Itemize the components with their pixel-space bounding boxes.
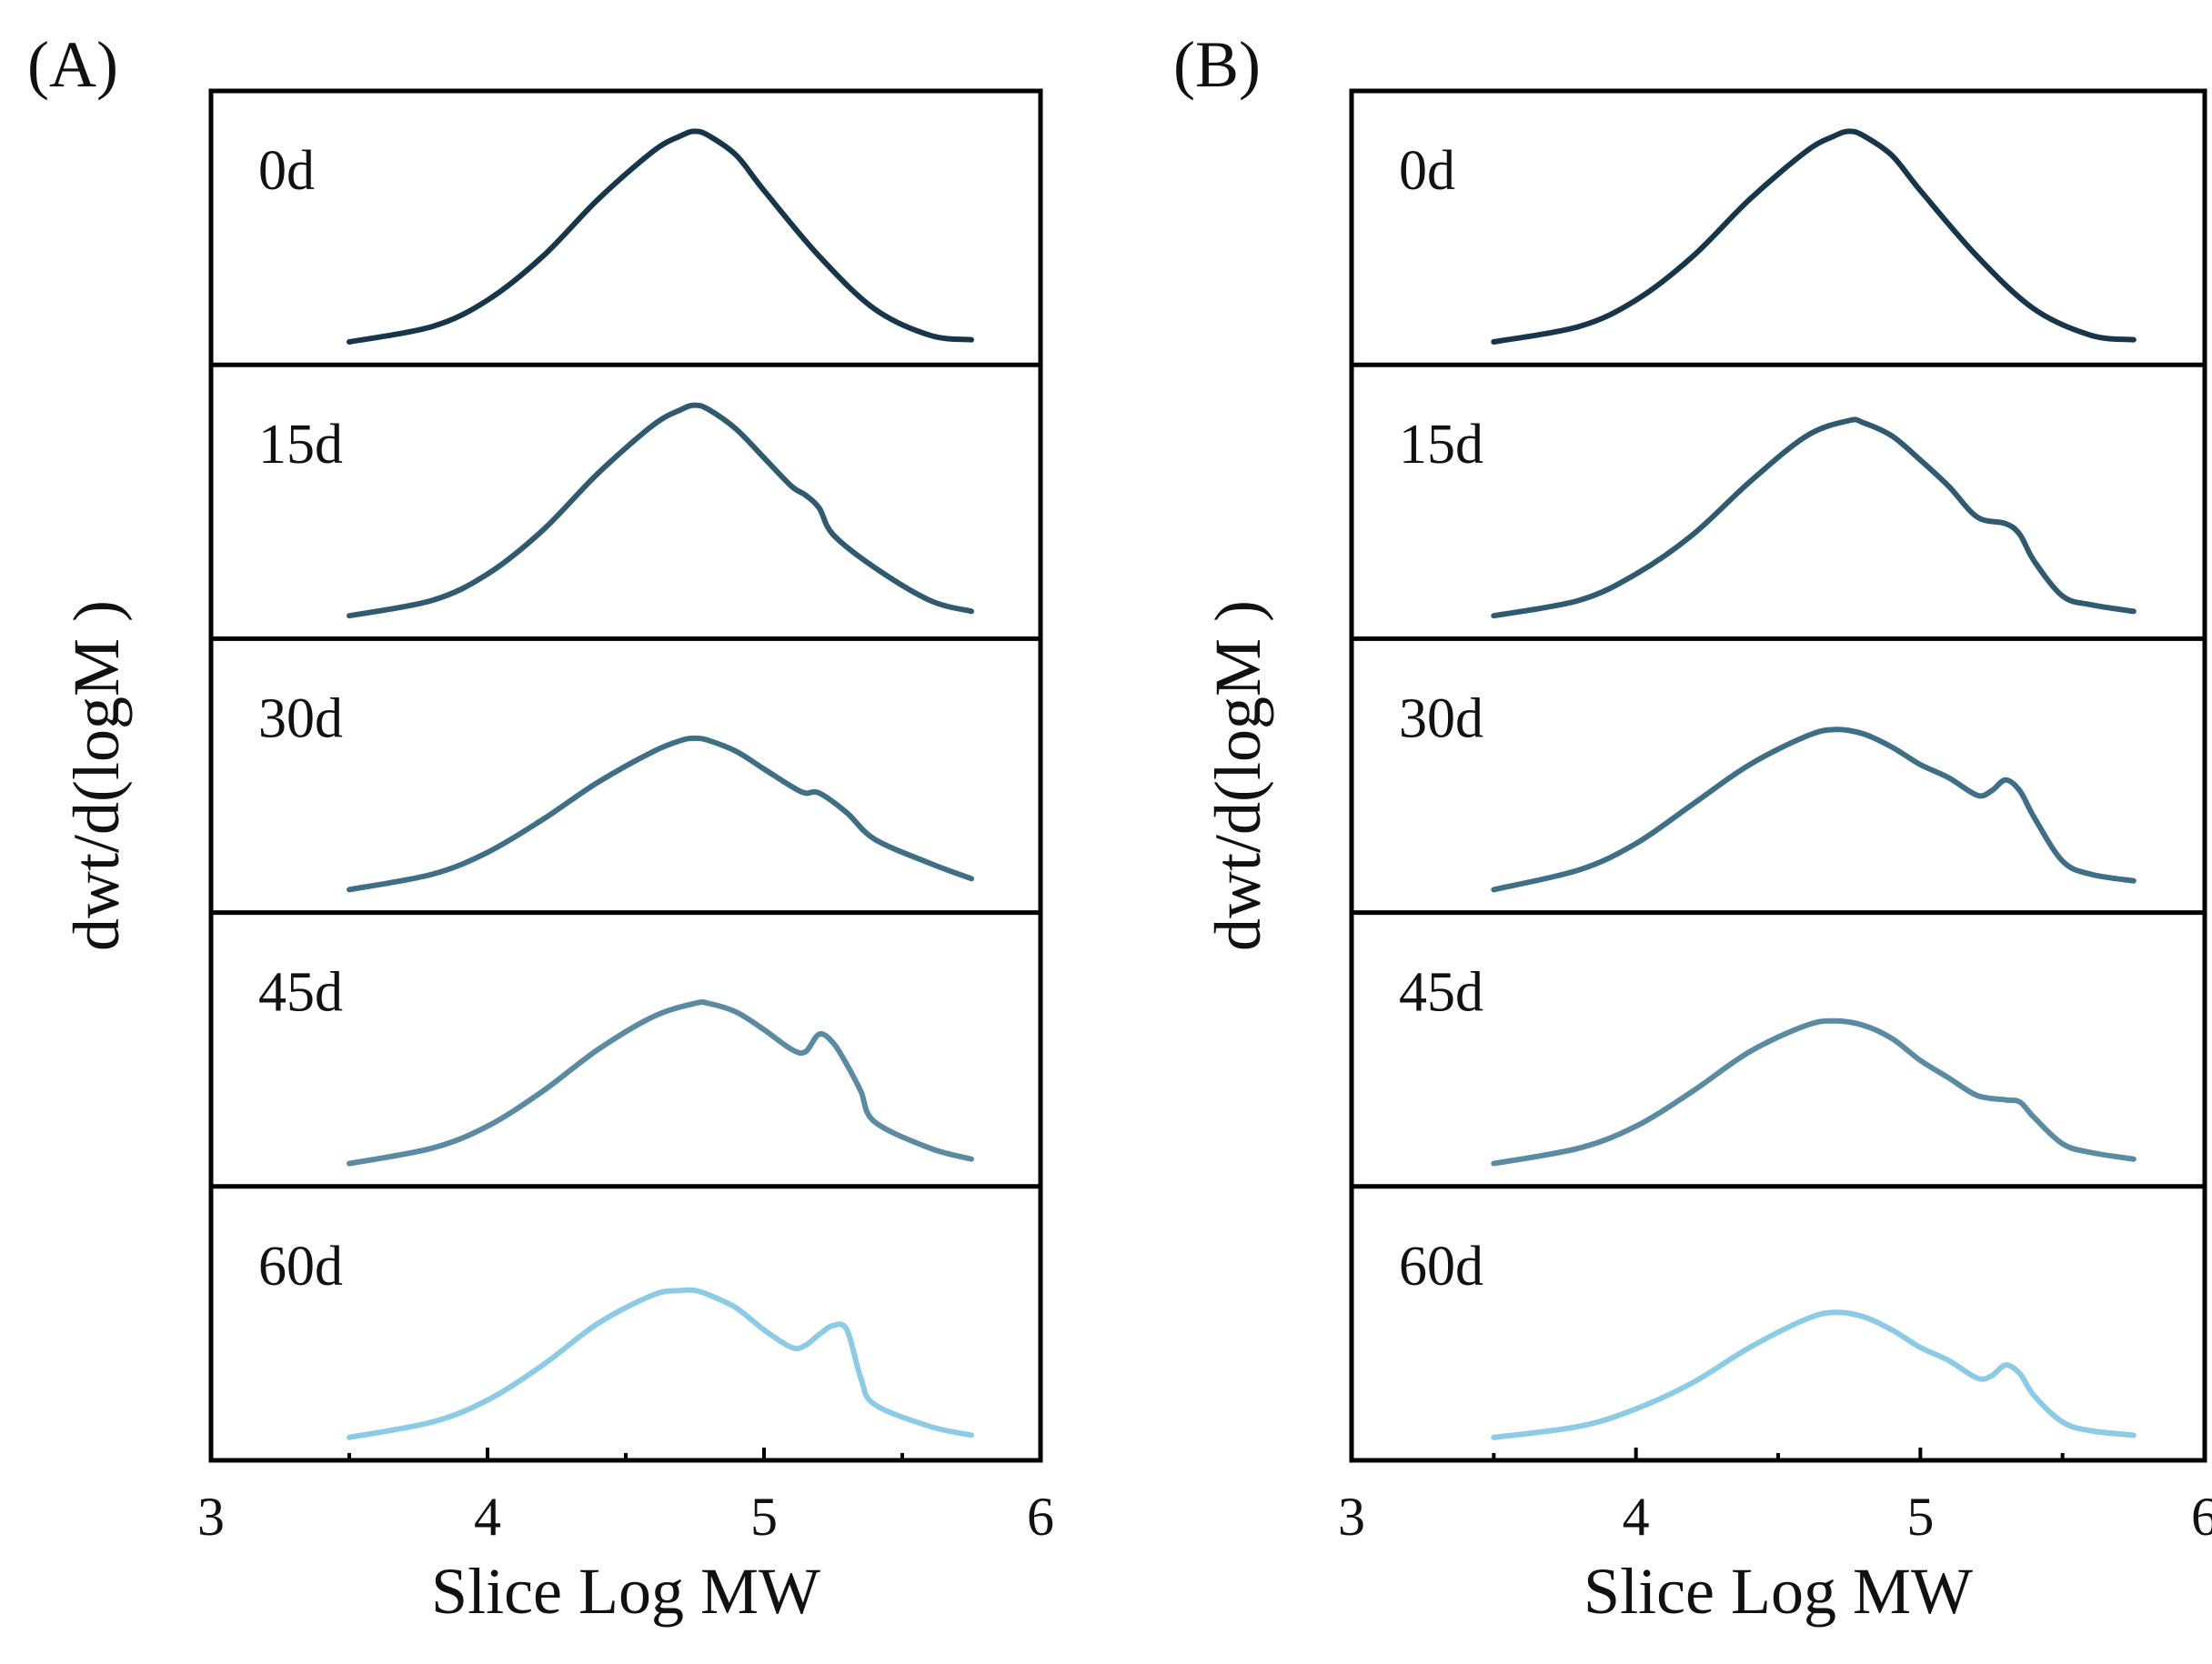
x-axis-label: Slice Log MW: [431, 1555, 820, 1628]
panel-b: (B) 0d 15d 30d 45d 60d 3 4 5 6 Slice Log MW dwt/d(l…: [1173, 28, 2212, 1628]
x-tick-label: 4: [1623, 1487, 1650, 1547]
series-line-0d: [1491, 128, 2137, 345]
panel-label: (B): [1173, 28, 1261, 101]
x-tick-label: 6: [2191, 1487, 2212, 1547]
y-axis-label: dwt/d(logM ): [60, 600, 133, 951]
x-tick-label: 5: [750, 1487, 778, 1547]
series-line-15d: [1491, 416, 2137, 619]
series-label-30d: 30d: [258, 687, 343, 749]
series-line-0d: [347, 128, 974, 345]
series-label-60d: 60d: [258, 1236, 343, 1298]
series-line-60d: [347, 1287, 974, 1440]
panel-label: (A): [27, 28, 118, 101]
series-label-30d: 30d: [1399, 687, 1483, 749]
series-label-0d: 0d: [258, 140, 315, 202]
x-tick-label: 3: [1338, 1487, 1365, 1547]
x-tick-label: 3: [197, 1487, 225, 1547]
y-axis-label: dwt/d(logM ): [1202, 600, 1274, 951]
series-line-45d: [1491, 1017, 2137, 1167]
x-axis-label: Slice Log MW: [1584, 1555, 1973, 1628]
series-label-15d: 15d: [1399, 414, 1483, 476]
series-line-15d: [347, 402, 974, 619]
x-tick-label: 4: [474, 1487, 501, 1547]
x-tick-label: 6: [1027, 1487, 1054, 1547]
series-label-15d: 15d: [258, 414, 343, 476]
series-line-30d: [347, 735, 974, 893]
series-label-45d: 45d: [1399, 962, 1483, 1024]
series-label-0d: 0d: [1399, 140, 1455, 202]
series-line-60d: [1491, 1309, 2137, 1440]
panel-a: (A) 0d 15d 30d 45d 60d 3 4 5 6 Slice Log MW dwt/d(l…: [27, 28, 1054, 1628]
series-line-45d: [347, 999, 974, 1167]
series-label-60d: 60d: [1399, 1236, 1483, 1298]
series-label-45d: 45d: [258, 962, 343, 1024]
x-tick-label: 5: [1906, 1487, 1934, 1547]
series-line-30d: [1491, 727, 2137, 893]
